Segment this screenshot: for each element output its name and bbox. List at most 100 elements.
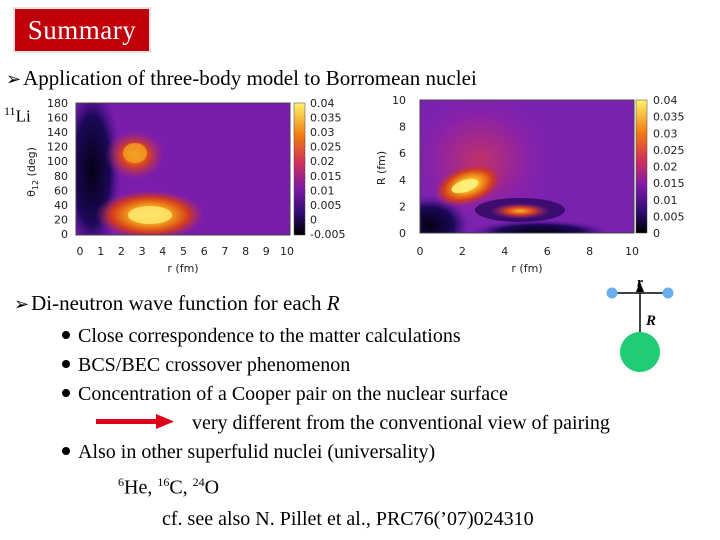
red-arrow-icon	[96, 414, 174, 429]
left-y-axis-label: θ12 (deg)	[25, 147, 40, 197]
left-colorbar	[293, 102, 306, 236]
right-y-tick-label: 6	[399, 147, 406, 160]
heading-application: ➢Application of three-body model to Borr…	[6, 66, 477, 91]
arrowhead-bullet-icon: ➢	[14, 294, 30, 315]
right-y-tick-label: 4	[399, 174, 406, 187]
nucleus-symbol: C,	[169, 476, 193, 499]
left-colorbar-tick-label: 0.015	[310, 170, 342, 183]
left-y-tick-label: 160	[47, 112, 68, 125]
neutron-right-icon	[662, 287, 674, 299]
right-colorbar-tick-label: 0.035	[653, 111, 685, 124]
left-x-tick-label: 2	[118, 245, 125, 258]
right-colorbar-tick-label: 0.005	[653, 210, 685, 223]
bullet-text: Concentration of a Cooper pair on the nu…	[78, 383, 508, 405]
left-x-ticks: 0 1 2 3 4 5 6 7 8 9 10	[77, 245, 295, 258]
R-label: R	[645, 313, 656, 329]
nucleus-symbol: O	[204, 476, 220, 499]
left-colorbar-tick-label: 0.04	[310, 97, 335, 110]
core-nucleus-icon	[620, 332, 660, 372]
bullet-text: BCS/BEC crossover phenomenon	[78, 354, 351, 376]
left-x-tick-label: 8	[242, 245, 249, 258]
left-colorbar-tick-label: 0.025	[310, 141, 342, 154]
right-plot-frame	[419, 99, 635, 234]
bullet-text: Also in other superfulid nuclei (univers…	[78, 441, 436, 463]
right-x-tick-label: 10	[625, 245, 639, 258]
heading-dineutron: ➢Di-neutron wave function for each R	[14, 291, 340, 316]
left-y-tick-label: 180	[47, 97, 68, 110]
neutron-left-icon	[606, 287, 618, 299]
right-y-ticks: 10 8 6 4 2 0	[392, 94, 406, 240]
left-heatmap	[76, 103, 290, 235]
nucleus-mass: 11	[4, 104, 16, 118]
reference-citation: cf. see also N. Pillet et al., PRC76(’07…	[162, 508, 534, 530]
left-y-tick-label: 40	[54, 199, 68, 212]
bullet-item: Close correspondence to the matter calcu…	[62, 325, 461, 348]
left-x-tick-label: 4	[159, 245, 166, 258]
left-y-tick-label: 120	[47, 141, 68, 154]
bullet-item: Also in other superfulid nuclei (univers…	[62, 441, 435, 464]
nucleus-mass: 16	[157, 475, 170, 489]
left-colorbar-tick-label: 0	[310, 213, 317, 226]
right-x-tick-label: 6	[544, 245, 551, 258]
right-colorbar-tick-label: 0.01	[653, 194, 678, 207]
bullet-dot-icon	[62, 360, 70, 369]
left-y-tick-label: 140	[47, 126, 68, 139]
right-colorbar-tick-label: 0.03	[653, 127, 678, 140]
right-y-tick-label: 8	[399, 121, 406, 134]
left-colorbar-tick-label: -0.005	[310, 228, 345, 241]
right-x-tick-label: 2	[459, 245, 466, 258]
bullet-dot-icon	[62, 331, 70, 340]
left-y-tick-label: 60	[54, 184, 68, 197]
bullet-dot-icon	[62, 389, 70, 398]
right-x-tick-label: 4	[501, 245, 508, 258]
left-colorbar-tick-label: 0.02	[310, 155, 335, 168]
right-colorbar-tick-label: 0.04	[653, 94, 678, 107]
nucleus-mass: 24	[192, 475, 205, 489]
heading-dineutron-text: Di-neutron wave function for each	[31, 291, 327, 315]
left-colorbar-tick-label: 0.005	[310, 199, 342, 212]
left-plot-frame	[75, 102, 291, 236]
left-y-tick-label: 80	[54, 170, 68, 183]
left-x-tick-label: 7	[221, 245, 228, 258]
right-y-tick-label: 0	[399, 227, 406, 240]
bullet-item: BCS/BEC crossover phenomenon	[62, 354, 350, 377]
heading-dineutron-italic: R	[326, 291, 340, 315]
right-colorbar	[635, 99, 648, 234]
left-colorbar-tick-label: 0.035	[310, 112, 342, 125]
right-colorbar-ticks: 0.04 0.035 0.03 0.025 0.02 0.015 0.01 0.005 0	[653, 94, 685, 240]
nucleus-symbol: He,	[124, 476, 158, 499]
right-y-tick-label: 2	[399, 200, 406, 213]
left-x-tick-label: 1	[97, 245, 104, 258]
nuclei-list: 6He, 16C, 24O	[118, 475, 219, 500]
left-x-axis-label: r (fm)	[167, 262, 198, 275]
slide-title: Summary	[13, 7, 151, 53]
right-x-ticks: 0 2 4 6 8 10	[417, 245, 640, 258]
left-y-tick-label: 0	[61, 228, 68, 241]
nucleus-mass: 6	[118, 475, 124, 489]
right-colorbar-tick-label: 0.025	[653, 144, 685, 157]
right-colorbar-tick-label: 0.02	[653, 161, 678, 174]
right-x-tick-label: 0	[417, 245, 424, 258]
left-colorbar-tick-label: 0.03	[310, 126, 335, 139]
nucleus-label: 11Li	[4, 104, 31, 127]
right-y-tick-label: 10	[392, 94, 406, 107]
r-label: r	[637, 275, 643, 291]
arrowhead-bullet-icon: ➢	[6, 69, 22, 90]
nucleus-symbol: Li	[15, 106, 31, 126]
arrow-note: very different from the conventional vie…	[192, 412, 610, 434]
three-body-diagram: r R	[606, 275, 674, 372]
left-x-tick-label: 10	[280, 245, 294, 258]
bullet-item: Concentration of a Cooper pair on the nu…	[62, 383, 508, 406]
left-colorbar-tick-label: 0.01	[310, 184, 335, 197]
bullet-text: Close correspondence to the matter calcu…	[78, 325, 461, 347]
left-y-tick-label: 20	[54, 213, 68, 226]
right-x-tick-label: 8	[586, 245, 593, 258]
r-arrow-icon	[636, 282, 644, 292]
right-colorbar-tick-label: 0.015	[653, 177, 685, 190]
left-x-tick-label: 0	[77, 245, 84, 258]
right-colorbar-tick-label: 0	[653, 227, 660, 240]
left-x-tick-label: 9	[263, 245, 270, 258]
